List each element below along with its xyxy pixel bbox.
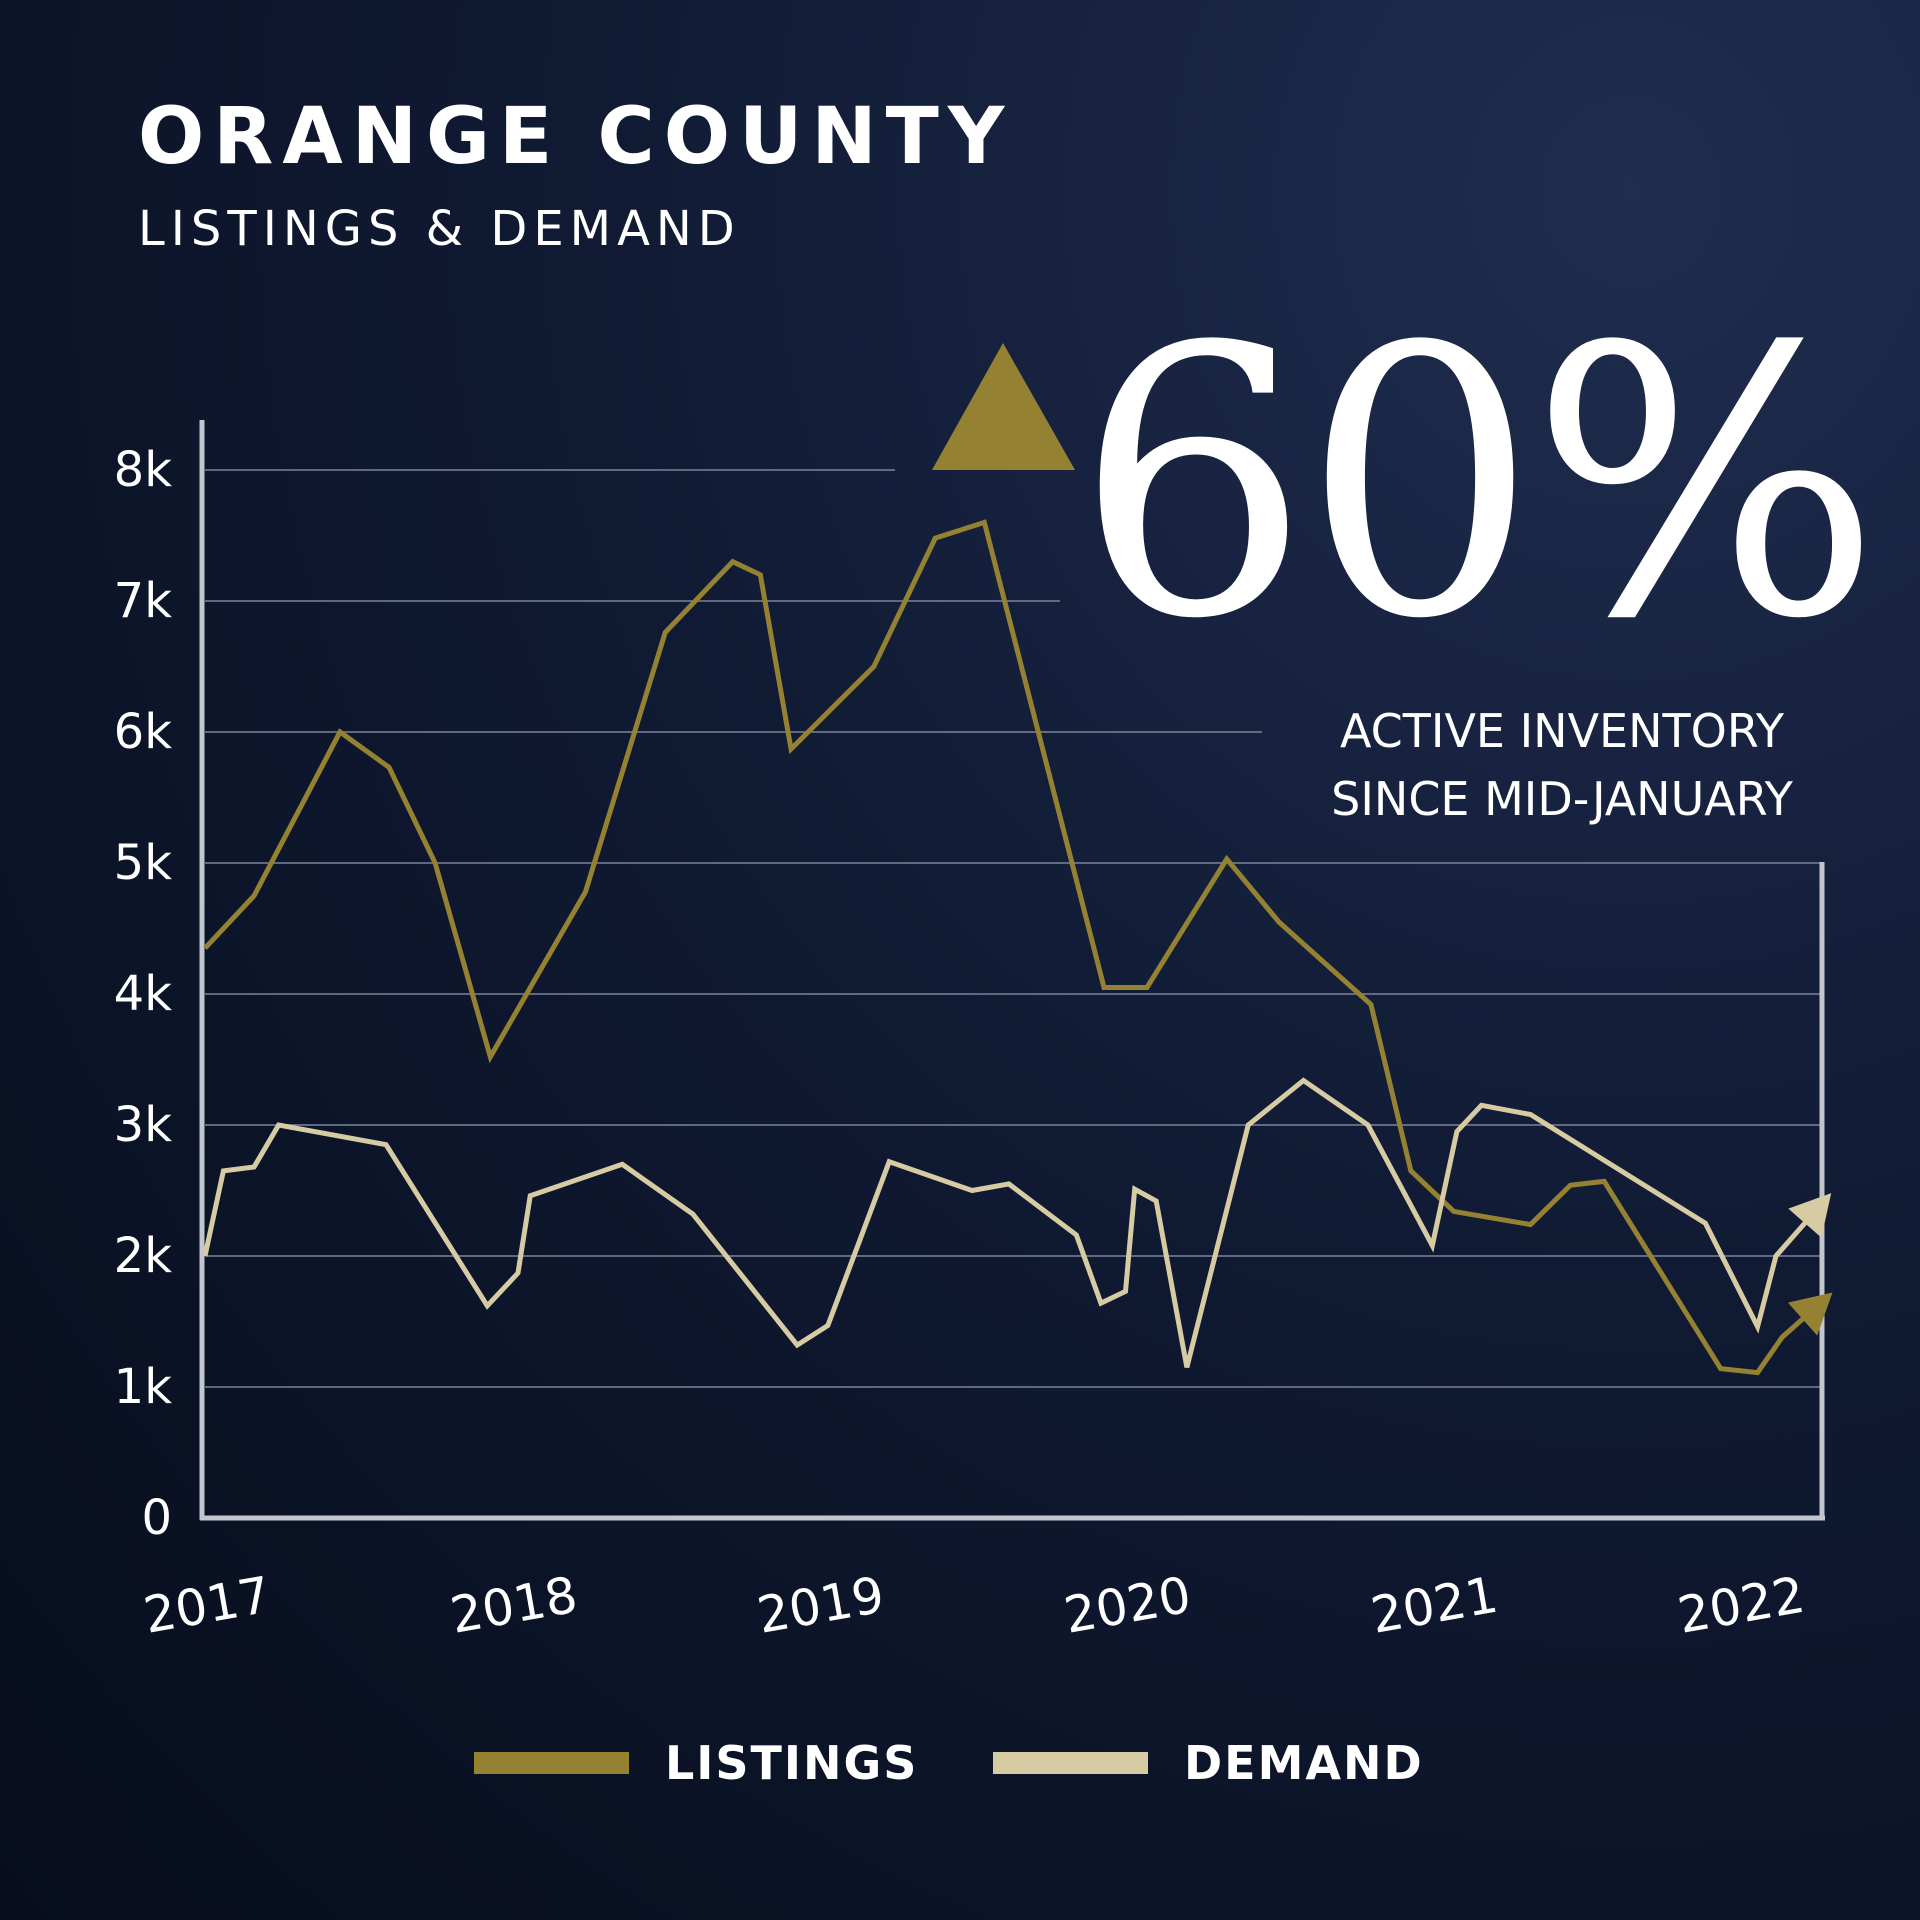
arrowhead-listings [1787,1292,1833,1336]
y-tick-label: 3k [114,1097,173,1153]
y-tick-label: 2k [114,1228,173,1284]
annotation-line-1: ACTIVE INVENTORY [1340,704,1784,758]
legend-label-listings: LISTINGS [665,1736,919,1790]
x-tick-labels: 2017 2018 2019 2020 2021 2022 [139,1566,1809,1645]
series-lines [202,519,1833,1376]
y-tick-label: 8k [114,442,173,498]
y-tick-label: 5k [114,835,173,891]
arrowhead-demand [1788,1193,1832,1238]
y-tick-label: 6k [114,704,173,760]
y-tick-labels: 0 1k 2k 3k 4k 5k 6k 7k 8k [114,442,173,1546]
x-tick-label: 2020 [1060,1566,1195,1645]
x-tick-label: 2018 [446,1566,581,1645]
y-tick-label: 0 [141,1490,172,1546]
axes [199,420,1825,1521]
chart-title: ORANGE COUNTY [138,92,1014,182]
y-tick-label: 1k [114,1359,173,1415]
chart-subtitle: LISTINGS & DEMAND [138,201,741,257]
legend-swatch-listings [474,1752,629,1774]
series-line-demand [202,1077,1824,1368]
legend-swatch-demand [993,1752,1148,1774]
up-triangle-icon [932,343,1075,470]
x-tick-label: 2022 [1674,1566,1809,1645]
x-tick-label: 2021 [1367,1566,1502,1645]
annotation-line-2: SINCE MID-JANUARY [1331,772,1793,826]
y-tick-label: 4k [114,966,173,1022]
x-tick-label: 2017 [139,1566,274,1645]
series-line-listings [203,519,1824,1376]
gridlines [205,469,1822,1388]
x-tick-label: 2019 [753,1566,888,1645]
legend-item-listings: LISTINGS [474,1740,918,1786]
y-tick-label: 7k [114,573,173,629]
legend-item-demand: DEMAND [993,1740,1424,1786]
annotation-value: 60% [1075,270,1881,700]
legend-label-demand: DEMAND [1184,1736,1424,1790]
